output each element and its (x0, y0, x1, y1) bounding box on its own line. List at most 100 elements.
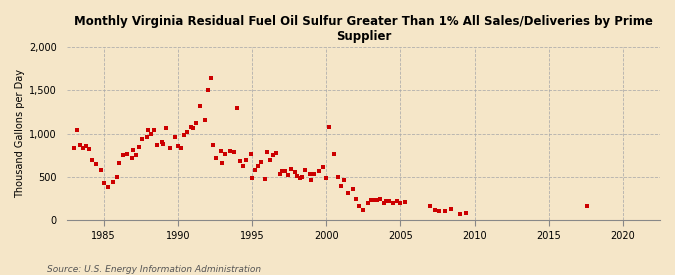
Point (429, 208, 440, 212)
Point (75, 143, 86, 147)
Point (246, 176, 257, 180)
Point (224, 149, 235, 153)
Point (324, 125, 335, 129)
Point (282, 173, 293, 177)
Point (365, 198, 376, 203)
Point (178, 133, 189, 138)
Point (188, 126, 198, 131)
Point (195, 104, 206, 108)
Point (146, 131, 157, 136)
Point (252, 164, 263, 168)
Point (217, 161, 227, 165)
Point (392, 199, 403, 204)
Point (265, 158, 275, 162)
Point (387, 201, 398, 205)
Point (400, 200, 410, 204)
Point (300, 168, 311, 172)
Point (328, 152, 339, 157)
Point (91, 162, 102, 166)
Point (113, 161, 124, 165)
Point (131, 153, 142, 158)
Point (235, 159, 246, 164)
Point (333, 175, 344, 179)
Point (425, 204, 435, 209)
Point (202, 88, 213, 92)
Point (379, 201, 389, 205)
Title: Monthly Virginia Residual Fuel Oil Sulfur Greater Than 1% All Sales/Deliveries b: Monthly Virginia Residual Fuel Oil Sulfu… (74, 15, 653, 43)
Point (117, 153, 128, 158)
Point (137, 137, 148, 141)
Point (260, 177, 271, 181)
Point (286, 167, 296, 171)
Point (275, 172, 286, 177)
Point (250, 168, 261, 172)
Point (245, 152, 256, 157)
Point (152, 143, 163, 147)
Point (306, 178, 317, 183)
Point (156, 140, 167, 144)
Point (211, 156, 222, 160)
Point (103, 184, 113, 189)
Point (99, 181, 109, 185)
Point (205, 76, 216, 80)
Point (158, 142, 169, 146)
Point (141, 135, 152, 139)
Point (220, 152, 231, 157)
Point (199, 118, 210, 122)
Point (107, 180, 118, 185)
Point (446, 207, 456, 211)
Point (169, 135, 180, 139)
Point (128, 148, 139, 152)
Point (297, 175, 308, 179)
Point (271, 150, 281, 155)
Point (279, 169, 290, 173)
Point (291, 174, 302, 178)
Point (182, 130, 192, 134)
Point (229, 150, 240, 154)
Point (208, 143, 219, 147)
Point (369, 198, 379, 203)
Point (232, 106, 242, 111)
Point (143, 128, 154, 132)
Point (111, 175, 122, 179)
Point (371, 198, 382, 203)
Point (161, 126, 171, 131)
Point (350, 196, 361, 201)
Point (80, 144, 91, 148)
Point (309, 171, 320, 176)
Point (343, 191, 354, 196)
Point (256, 160, 267, 164)
Point (95, 168, 106, 172)
Point (134, 144, 144, 149)
Point (165, 145, 176, 150)
Point (84, 147, 95, 152)
Point (335, 183, 346, 188)
Point (460, 211, 471, 216)
Point (267, 153, 278, 158)
Point (294, 176, 305, 180)
Point (241, 158, 252, 162)
Point (173, 144, 184, 148)
Point (582, 204, 593, 208)
Point (148, 128, 159, 132)
Point (395, 201, 406, 205)
Point (69, 145, 80, 150)
Point (126, 156, 137, 160)
Point (433, 209, 444, 213)
Point (78, 146, 88, 151)
Point (348, 187, 358, 191)
Point (190, 121, 201, 125)
Point (439, 209, 450, 213)
Point (454, 212, 465, 216)
Point (313, 169, 324, 173)
Point (304, 172, 315, 177)
Point (176, 146, 186, 151)
Point (86, 158, 97, 162)
Point (318, 164, 329, 169)
Point (380, 199, 391, 204)
Point (321, 176, 331, 180)
Point (238, 164, 248, 168)
Point (72, 128, 82, 132)
Text: Source: U.S. Energy Information Administration: Source: U.S. Energy Information Administ… (47, 265, 261, 274)
Point (339, 177, 350, 182)
